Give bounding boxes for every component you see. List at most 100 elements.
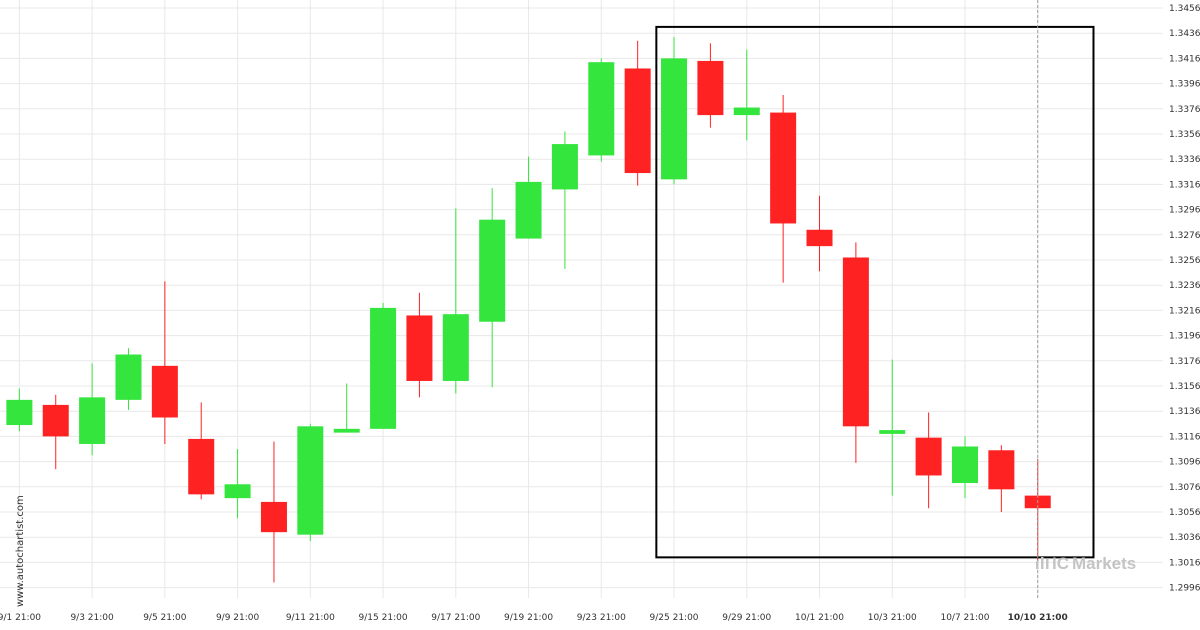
candle [479, 188, 506, 388]
y-tick-label: 1.3136 [1169, 407, 1200, 417]
candle [297, 423, 324, 541]
candle [661, 36, 688, 185]
candle-body [6, 399, 33, 426]
x-tick-label: 10/1 21:00 [795, 613, 844, 623]
candle [188, 402, 215, 500]
candle [733, 49, 760, 141]
y-tick-label: 1.3296 [1169, 206, 1200, 216]
y-axis: 1.3456 1.3436 1.3416 1.3396 1.3376 1.3356 1.33… [1169, 4, 1200, 594]
candle [224, 449, 251, 519]
x-tick-label: 9/17 21:00 [431, 613, 480, 623]
y-tick-label: 1.3416 [1169, 54, 1200, 64]
candle [515, 156, 542, 239]
candle-body [806, 229, 833, 247]
y-tick-label: 1.3396 [1169, 80, 1200, 90]
candle [333, 383, 360, 433]
candle [115, 348, 142, 410]
candle-body [951, 446, 978, 484]
x-tick-label: 9/15 21:00 [359, 613, 408, 623]
brand-logo-bar-2 [1041, 557, 1044, 569]
candle [406, 292, 433, 398]
candle [551, 131, 578, 269]
x-tick-label: 10/10 21:00 [1008, 613, 1068, 623]
candle [260, 441, 287, 583]
candle-body [588, 62, 615, 156]
candle-body [115, 354, 142, 400]
candle-body [370, 307, 397, 429]
candle [879, 359, 906, 496]
y-tick-label: 1.3256 [1169, 256, 1200, 266]
y-tick-label: 1.3016 [1169, 558, 1200, 568]
candle [442, 208, 469, 394]
y-tick-label: 1.3076 [1169, 483, 1200, 493]
candle [951, 436, 978, 499]
x-axis: 9/1 21:00 9/3 21:00 9/5 21:00 9/9 21:00 9/11… [0, 613, 1068, 623]
candle-body [406, 315, 433, 381]
candles-series [6, 36, 1051, 583]
candle [6, 388, 33, 432]
y-tick-label: 1.3356 [1169, 130, 1200, 140]
y-tick-label: 1.3096 [1169, 458, 1200, 468]
candle-body [442, 314, 469, 381]
candle [770, 94, 797, 283]
y-tick-label: 1.3276 [1169, 231, 1200, 241]
candle-body [42, 404, 69, 437]
candle-body [333, 428, 360, 433]
candle-body [988, 450, 1015, 490]
x-tick-label: 9/1 21:00 [0, 613, 41, 623]
y-tick-label: 1.3236 [1169, 281, 1200, 291]
candle [42, 394, 69, 470]
y-tick-label: 1.3156 [1169, 382, 1200, 392]
candle-body [515, 181, 542, 239]
y-tick-label: 1.3436 [1169, 29, 1200, 39]
candle [79, 363, 106, 456]
candle [806, 195, 833, 272]
pattern-highlight-box [655, 25, 1095, 559]
candle [697, 43, 724, 128]
x-tick-label: 9/11 21:00 [286, 613, 335, 623]
y-tick-label: 1.3456 [1169, 4, 1200, 14]
candle-body [188, 438, 215, 495]
y-tick-label: 1.2996 [1169, 584, 1200, 594]
y-tick-label: 1.3336 [1169, 155, 1200, 165]
grid-lines [0, 0, 1163, 598]
x-tick-label: 9/23 21:00 [577, 613, 626, 623]
candle-body [733, 107, 760, 116]
candle-body [879, 430, 906, 434]
x-tick-label: 9/25 21:00 [650, 613, 699, 623]
candle-body [479, 219, 506, 322]
y-tick-label: 1.3056 [1169, 508, 1200, 518]
brand-logo: IC Markets [1036, 554, 1136, 573]
candle-body [770, 112, 797, 224]
brand-logo-bar-1 [1036, 561, 1039, 569]
x-tick-label: 10/7 21:00 [940, 613, 989, 623]
candle-body [661, 58, 688, 180]
candle [915, 412, 942, 509]
candle [151, 281, 178, 444]
x-tick-label: 9/29 21:00 [722, 613, 771, 623]
candle-body [697, 60, 724, 116]
candle-body [79, 397, 106, 444]
y-tick-label: 1.3216 [1169, 306, 1200, 316]
candle [988, 445, 1015, 512]
candle [842, 242, 869, 463]
brand-name: Markets [1072, 554, 1136, 573]
y-tick-label: 1.3036 [1169, 533, 1200, 543]
x-tick-label: 10/3 21:00 [868, 613, 917, 623]
candle-body [151, 365, 178, 418]
candle-body [224, 484, 251, 499]
y-tick-label: 1.3316 [1169, 180, 1200, 190]
candle [624, 40, 651, 186]
annotation-layer [655, 0, 1095, 598]
x-tick-label: 9/19 21:00 [504, 613, 553, 623]
site-watermark: www.autochartist.com [15, 495, 26, 607]
y-tick-label: 1.3376 [1169, 105, 1200, 115]
brand-logo-bar-3 [1046, 559, 1049, 569]
y-tick-label: 1.3196 [1169, 332, 1200, 342]
candle [588, 58, 615, 162]
y-tick-label: 1.3116 [1169, 432, 1200, 442]
candle-body [297, 426, 324, 535]
candle-body [260, 501, 287, 533]
candle-body [915, 437, 942, 476]
